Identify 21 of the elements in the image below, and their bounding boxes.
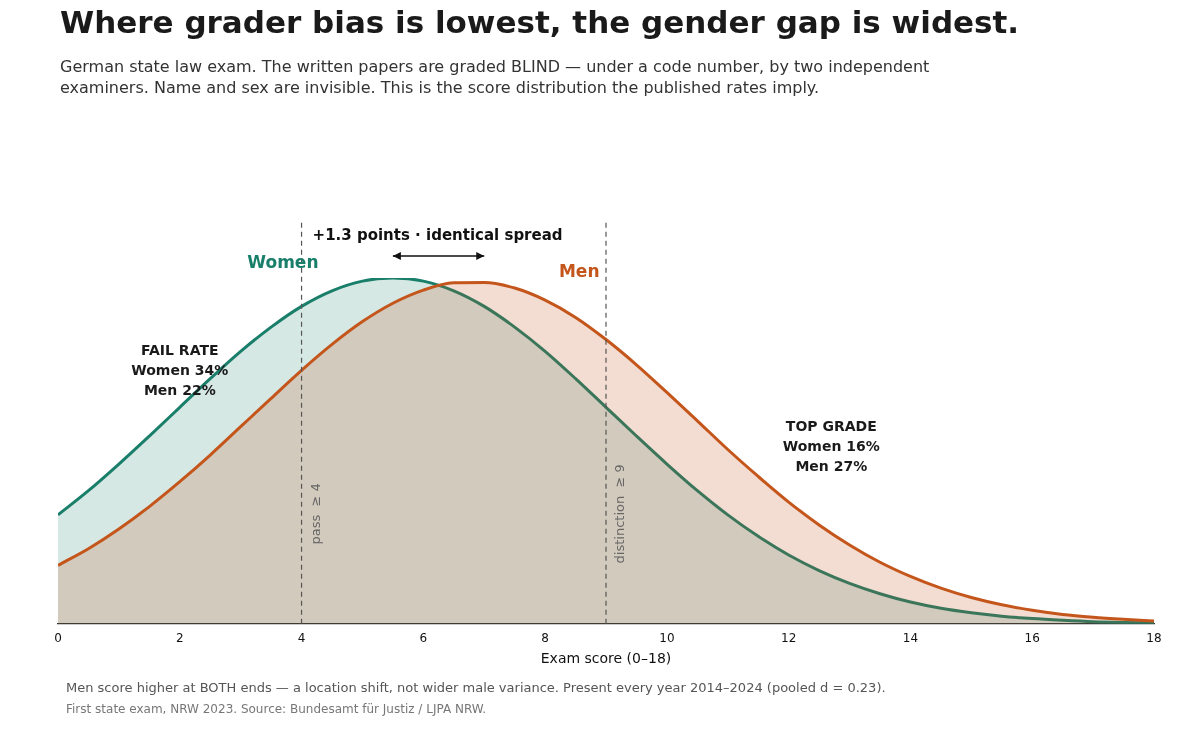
x-tick-label: 14: [902, 631, 919, 646]
x-tick-label: 8: [541, 631, 549, 646]
x-tick-label: 12: [781, 631, 797, 646]
x-tick-label: 4: [297, 631, 306, 646]
x-tick-label: 18: [1146, 631, 1162, 646]
text: First state exam, NRW 2023. Source: Bundesamt für Justiz / LJPA NRW.: [66, 702, 487, 716]
chart-subtitle: German state law exam. The written papers are graded BLIND — under a code number, by two independent examiners. Name and sex are invisible. This is the score distribution the published rates imply.: [60, 56, 931, 98]
x-axis-title: Exam score (0–18): [540, 650, 672, 667]
x-tick-label: 16: [1024, 631, 1040, 646]
x-tick-label: 6: [419, 631, 428, 646]
ref-line-label: pass ≥ 4: [307, 483, 323, 545]
text: +1.3 points · identical spread: [312, 225, 563, 244]
x-tick-label: 0: [54, 631, 62, 646]
x-tick-label: 10: [659, 631, 675, 646]
text: Men score higher at BOTH ends — a location shift, not wider male variance. Present every year 2014–2024 (pooled d = 0.23).: [66, 680, 886, 695]
series-label: Men: [558, 260, 600, 281]
annotation: TOP GRADE Women 16% Men 27%: [782, 418, 880, 475]
ref-line-label: distinction ≥ 9: [612, 464, 628, 564]
chart-title: Where grader bias is lowest, the gender gap is widest.: [60, 4, 1020, 40]
series-label: Women: [247, 252, 319, 273]
x-tick-label: 2: [175, 631, 184, 646]
